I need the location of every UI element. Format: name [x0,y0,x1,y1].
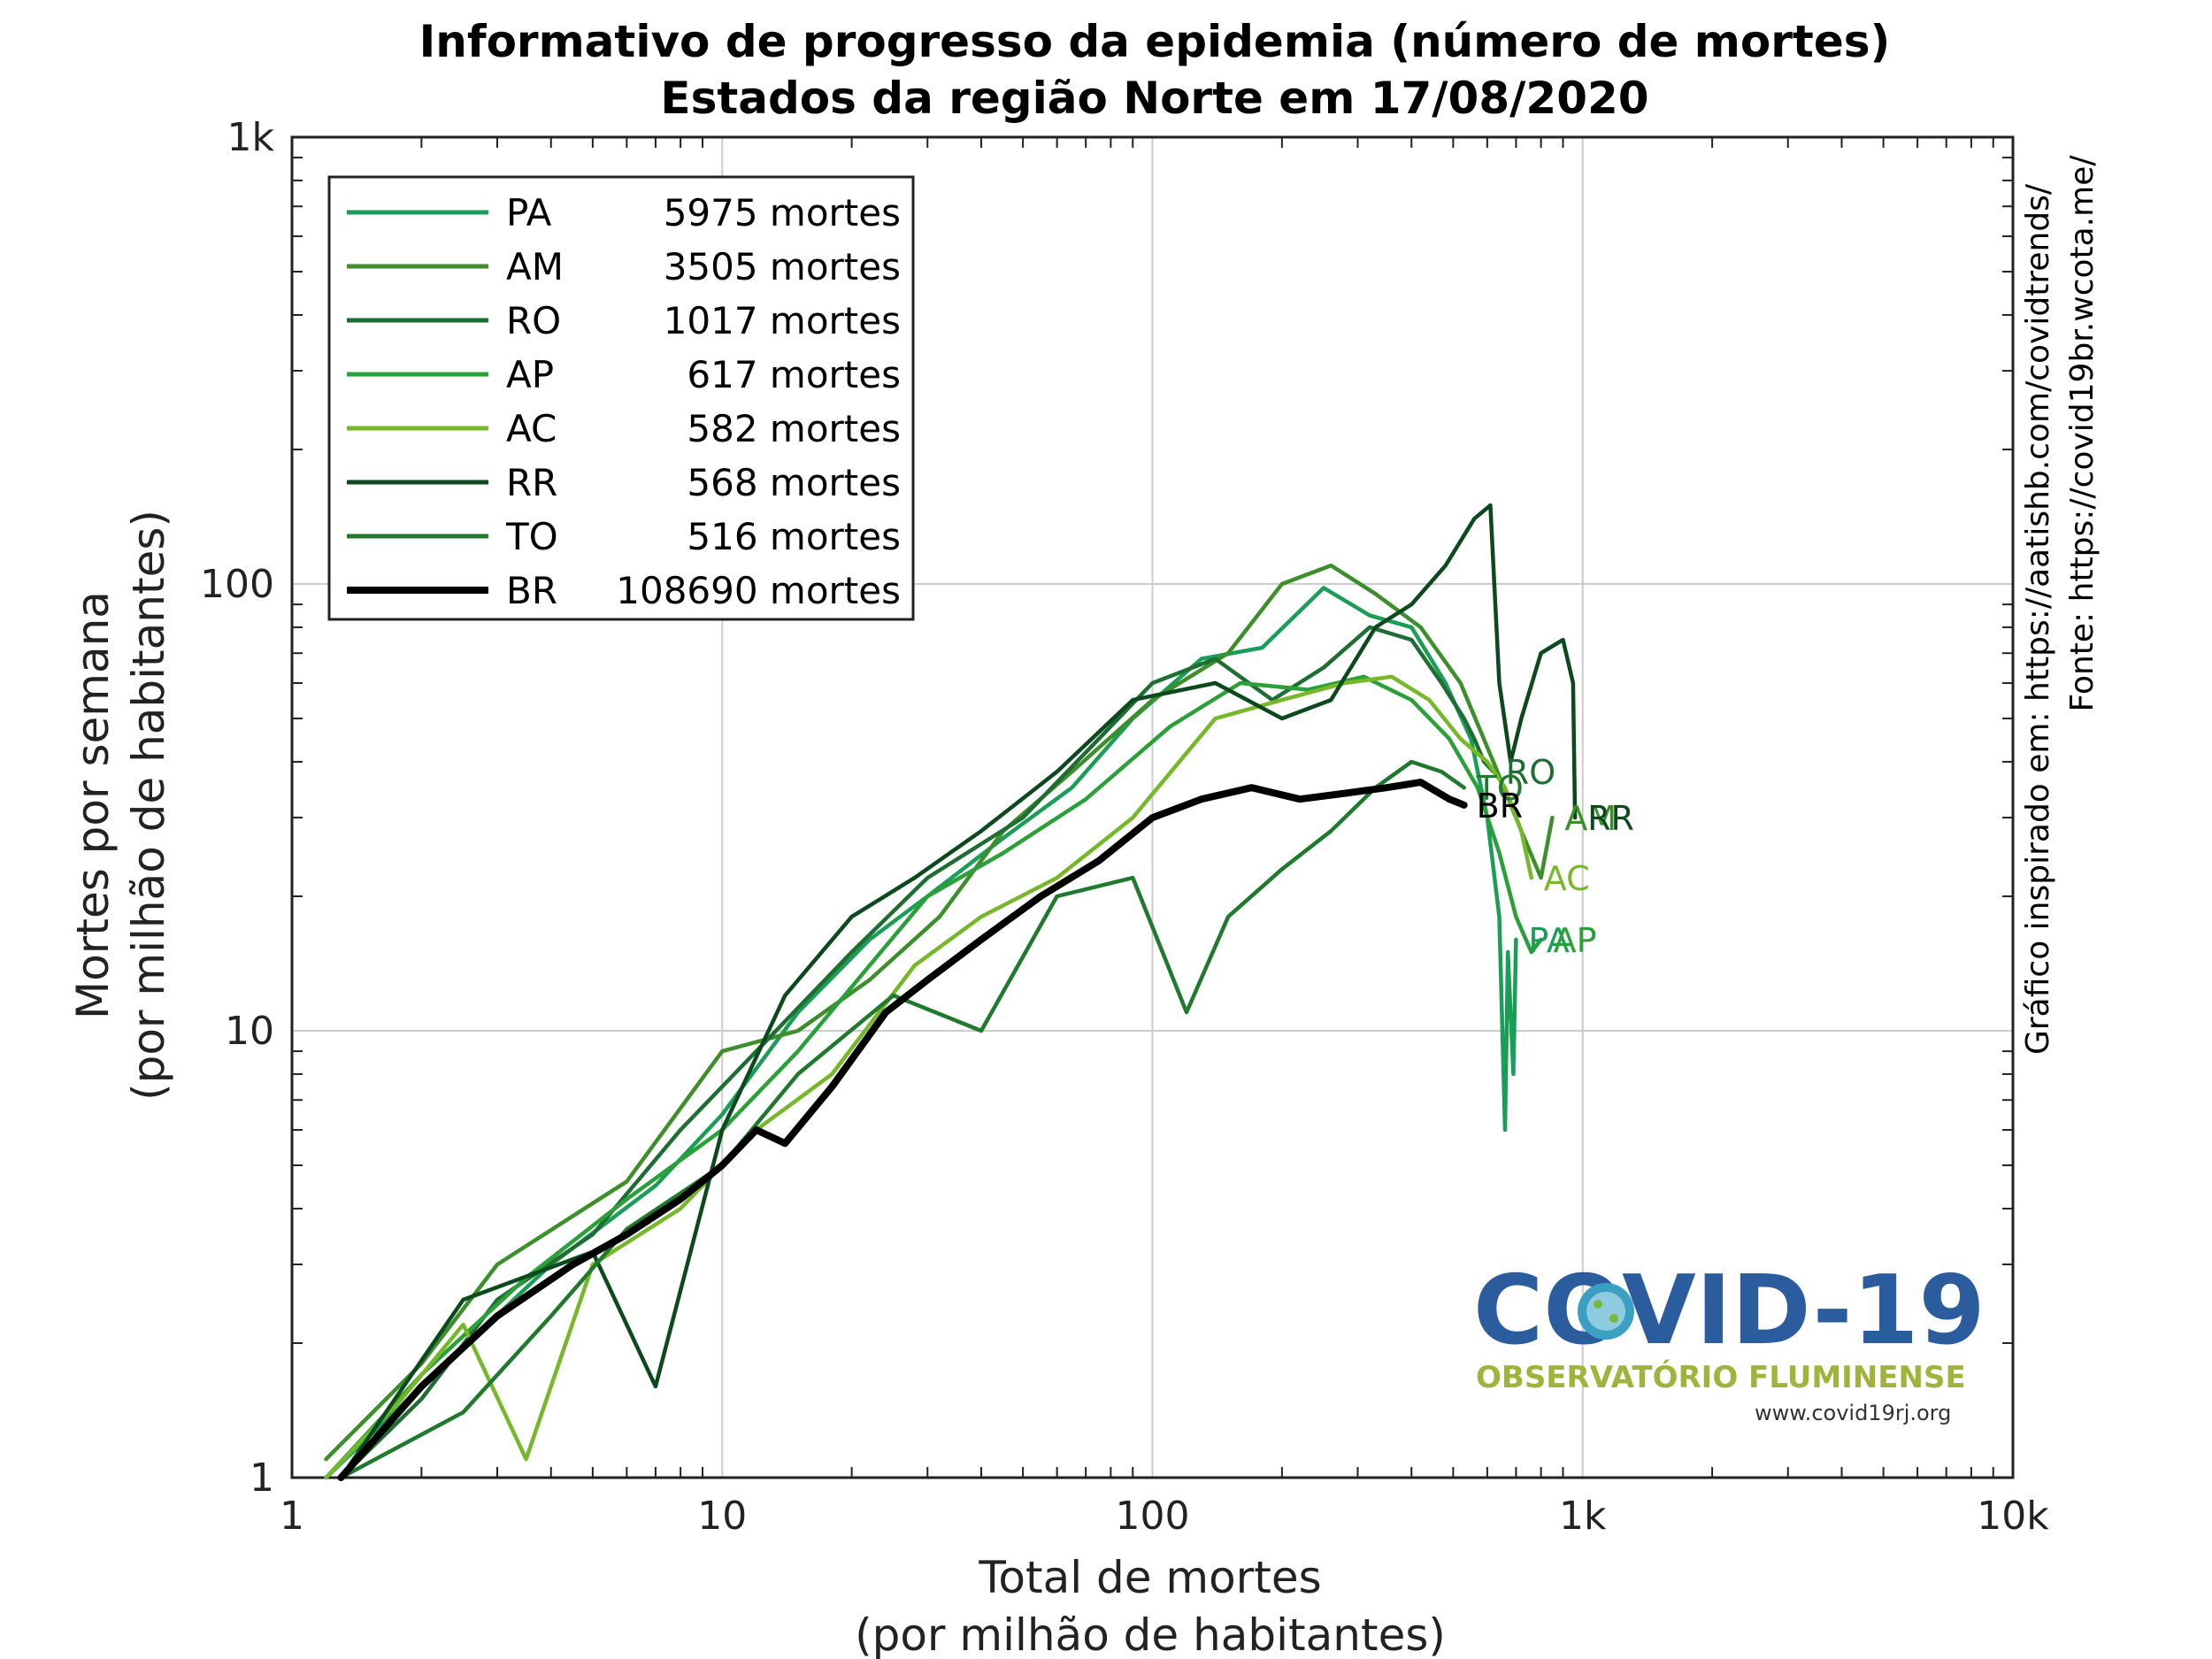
y-tick-label: 1 [250,1455,274,1501]
x-tick-label: 10 [697,1494,747,1539]
series-end-label-ac: AC [1544,859,1590,898]
legend-name-pa: PA [506,191,552,234]
x-axis-label: Total de mortes [978,1552,1321,1603]
legend-name-ac: AC [506,407,557,450]
legend-value-br: 108690 mortes [616,569,901,612]
series-line-to [339,759,1466,1480]
virus-icon [1578,1283,1634,1340]
covid19-logo: COVID-19 OBSERVATÓRIO FLUMINENSE www.cov… [1473,1256,1985,1425]
series-line-ap [324,674,1543,1480]
logo-title: COVID-19 [1473,1256,1985,1366]
legend-name-rr: RR [506,461,557,504]
series-line-rr [339,503,1578,1480]
x-tick-label: 1k [1559,1494,1607,1539]
axis-ticks: 1 10 100 1k 10k 1 10 100 1k [200,115,2049,1539]
source-data: Fonte: https://covid19br.wcota.me/ [2064,155,2101,712]
series-line-br [337,779,1468,1481]
y-axis-label-line2: (por milhão de habitantes) [123,510,174,1101]
legend-value-ap: 617 mortes [687,353,901,396]
legend-value-pa: 5975 mortes [664,191,901,234]
y-tick-label: 100 [200,562,274,607]
x-tick-label: 1 [280,1494,304,1539]
legend-value-to: 516 mortes [687,515,901,558]
legend-box [327,175,915,621]
series-end-label-br: BR [1477,787,1523,826]
series-line-am [324,563,1555,1462]
series-end-label-am: AM [1564,799,1617,838]
legend-value-ro: 1017 mortes [664,299,901,342]
series-line-ro [339,625,1496,1480]
legend-value-am: 3505 mortes [664,245,901,288]
series-line-ac [324,674,1534,1480]
logo-url: www.covid19rj.org [1755,1401,1951,1425]
legend: PA 5975 mortes AM 3505 mortes RO 1017 mortes A… [327,175,915,621]
y-tick-label: 10 [225,1009,274,1054]
series-end-label-ro: RO [1506,753,1555,792]
legend-value-ac: 582 mortes [687,407,901,450]
y-tick-label: 1k [227,115,275,160]
legend-name-am: AM [506,245,564,288]
legend-value-rr: 568 mortes [687,461,901,504]
legend-name-to: TO [505,515,558,558]
chart-title: Informativo de progresso da epidemia (nú… [419,16,1891,67]
y-axis-label: Mortes por semana [67,591,119,1019]
x-tick-label: 100 [1116,1494,1190,1539]
x-tick-label: 10k [1977,1494,2049,1539]
legend-name-ro: RO [506,299,561,342]
plot-frame [290,135,2015,1479]
series-line-pa [324,586,1518,1480]
logo-subtitle: OBSERVATÓRIO FLUMINENSE [1476,1359,1966,1395]
x-axis-label-line2: (por milhão de habitantes) [855,1609,1446,1659]
legend-name-ap: AP [506,353,554,396]
series-lines [324,503,1578,1481]
series-end-label-to: TO [1476,769,1524,808]
chart-subtitle: Estados da região Norte em 17/08/2020 [660,73,1648,124]
legend-name-br: BR [506,569,557,612]
series-end-label-ap: AP [1554,921,1597,960]
series-end-label-pa: PA [1528,921,1569,960]
series-end-label-rr: RR [1587,799,1634,838]
source-inspired-by: Gráfico inspirado em: https://aatishb.co… [2020,183,2056,1055]
